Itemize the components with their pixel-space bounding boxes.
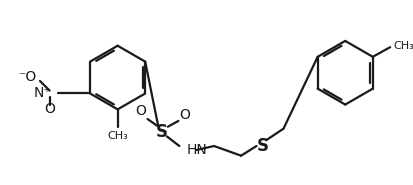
Text: O: O	[135, 104, 146, 118]
Text: N⁺: N⁺	[34, 86, 51, 100]
Text: ⁻O: ⁻O	[18, 70, 36, 84]
Text: S: S	[156, 122, 168, 141]
Text: O: O	[179, 108, 190, 122]
Text: S: S	[256, 137, 268, 155]
Text: CH₃: CH₃	[107, 131, 128, 141]
Text: CH₃: CH₃	[392, 41, 413, 51]
Text: HN: HN	[187, 143, 207, 157]
Text: O: O	[44, 102, 55, 116]
